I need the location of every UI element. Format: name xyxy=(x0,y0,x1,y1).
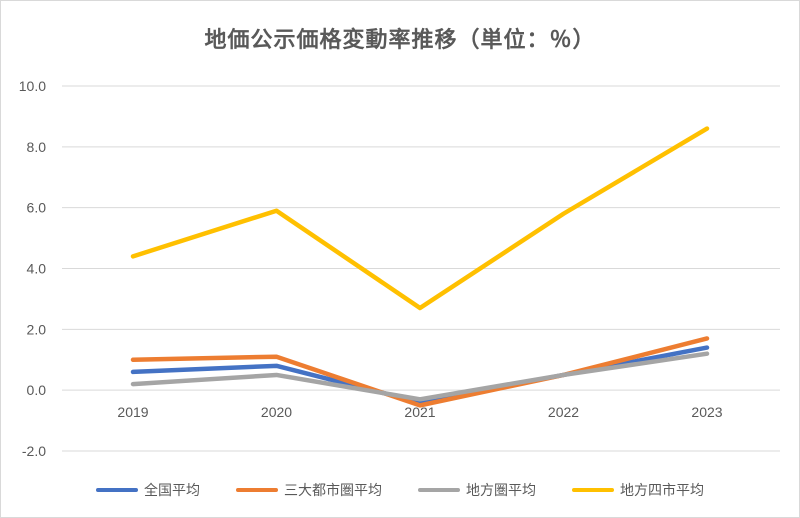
legend-label: 地方圏平均 xyxy=(466,483,536,499)
legend-item: 全国平均 xyxy=(96,480,200,500)
legend-label: 全国平均 xyxy=(144,483,200,499)
legend-swatch xyxy=(572,488,614,492)
y-tick-label: 2.0 xyxy=(27,321,47,337)
x-tick-label: 2020 xyxy=(261,404,292,420)
y-axis-ticks: 10.0 8.0 6.0 4.0 2.0 0.0 -2.0 xyxy=(19,78,46,459)
legend-item: 地方四市平均 xyxy=(572,480,704,500)
legend: 全国平均 三大都市圏平均 地方圏平均 地方四市平均 xyxy=(0,478,800,502)
legend-item: 三大都市圏平均 xyxy=(236,480,382,500)
y-tick-label: 8.0 xyxy=(27,139,47,155)
x-tick-label: 2022 xyxy=(548,404,579,420)
legend-label: 地方四市平均 xyxy=(620,483,704,499)
y-tick-label: 10.0 xyxy=(19,78,46,94)
x-tick-label: 2021 xyxy=(404,404,435,420)
series-lines xyxy=(130,126,710,408)
chart-title: 地価公示価格変動率推移（単位：％） xyxy=(204,28,596,53)
series-line xyxy=(130,126,710,311)
legend-swatch xyxy=(418,488,460,492)
legend-item: 地方圏平均 xyxy=(418,480,536,500)
legend-swatch xyxy=(236,488,278,492)
y-tick-label: 4.0 xyxy=(27,261,47,277)
x-tick-label: 2019 xyxy=(117,404,148,420)
series-line xyxy=(130,351,710,402)
y-tick-label: 6.0 xyxy=(27,200,47,216)
series-line xyxy=(130,336,710,408)
y-tick-label: 0.0 xyxy=(27,382,47,398)
legend-label: 三大都市圏平均 xyxy=(284,483,382,499)
x-tick-label: 2023 xyxy=(691,404,722,420)
y-tick-label: -2.0 xyxy=(22,443,46,459)
gridlines xyxy=(62,85,780,452)
x-axis-ticks: 2019 2020 2021 2022 2023 xyxy=(117,404,722,420)
legend-swatch xyxy=(96,488,138,492)
